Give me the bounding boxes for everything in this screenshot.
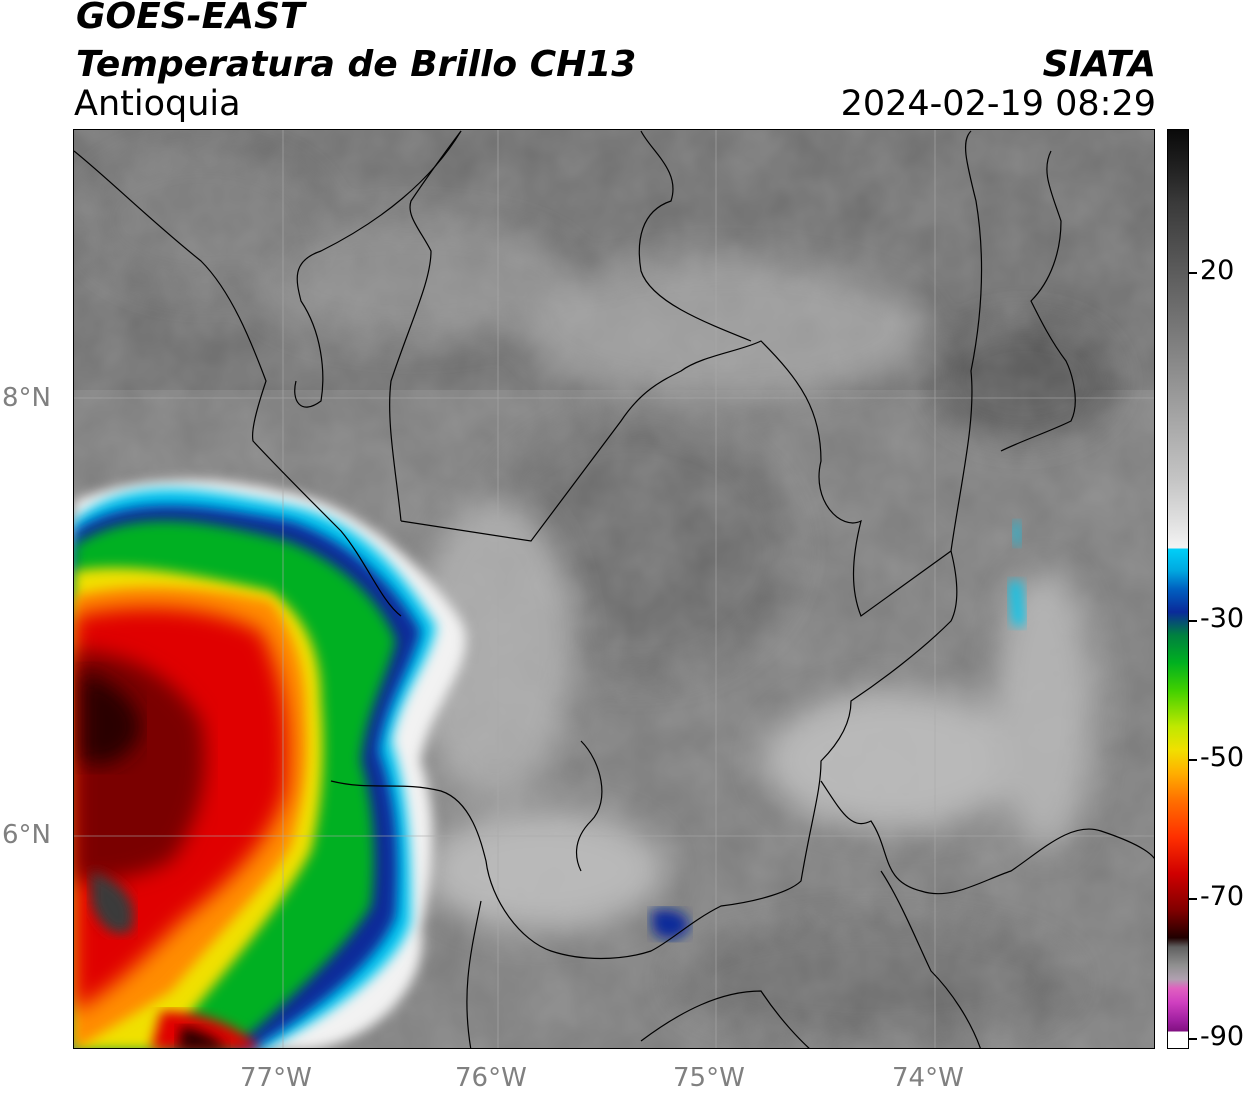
border-southwest [466,900,482,1048]
colorbar-label-minus70: -70 [1200,881,1245,912]
satellite-map [74,130,1154,1048]
coastline-gulf [294,130,462,408]
boundaries [74,130,1154,1048]
lon-label-77w: 77°W [240,1063,312,1093]
datetime-label: 2024-02-19 08:29 [840,84,1156,124]
coastline-uraba [74,150,402,617]
chart-title: GOES-EAST [76,0,305,37]
border-inner-east [576,740,603,872]
region-label: Antioquia [74,84,241,124]
colorbar-label-20: 20 [1200,255,1235,286]
graticule [74,130,1154,1048]
border-antioquia-east [400,130,983,617]
colorbar [1167,129,1189,1049]
lat-label-6n: 6°N [2,820,51,850]
border-southern [820,780,1154,895]
colorbar-tick-20 [1189,272,1197,274]
organization-label: SIATA [1042,44,1156,85]
lon-label-75w: 75°W [673,1063,745,1093]
chart-subtitle: Temperatura de Brillo CH13 [76,44,637,85]
lon-label-76w: 76°W [455,1063,527,1093]
colorbar-label-minus50: -50 [1200,742,1245,773]
border-east-region [638,130,752,342]
colorbar-label-minus90: -90 [1200,1021,1245,1052]
colorbar-tick-minus90 [1189,1038,1197,1040]
map-panel[interactable] [73,129,1155,1049]
border-south-central [640,990,810,1048]
colorbar-label-minus30: -30 [1200,603,1245,634]
lon-label-74w: 74°W [892,1063,964,1093]
lat-label-8n: 8°N [2,383,51,413]
colorbar-tick-minus70 [1189,898,1197,900]
border-magdalena [1000,150,1076,452]
convective-storm [74,480,1025,1048]
colorbar-tick-minus30 [1189,620,1197,622]
colorbar-tick-minus50 [1189,759,1197,761]
border-antioquia-south [330,550,958,960]
border-caldas [880,870,981,1048]
border-antioquia-north [389,130,462,522]
